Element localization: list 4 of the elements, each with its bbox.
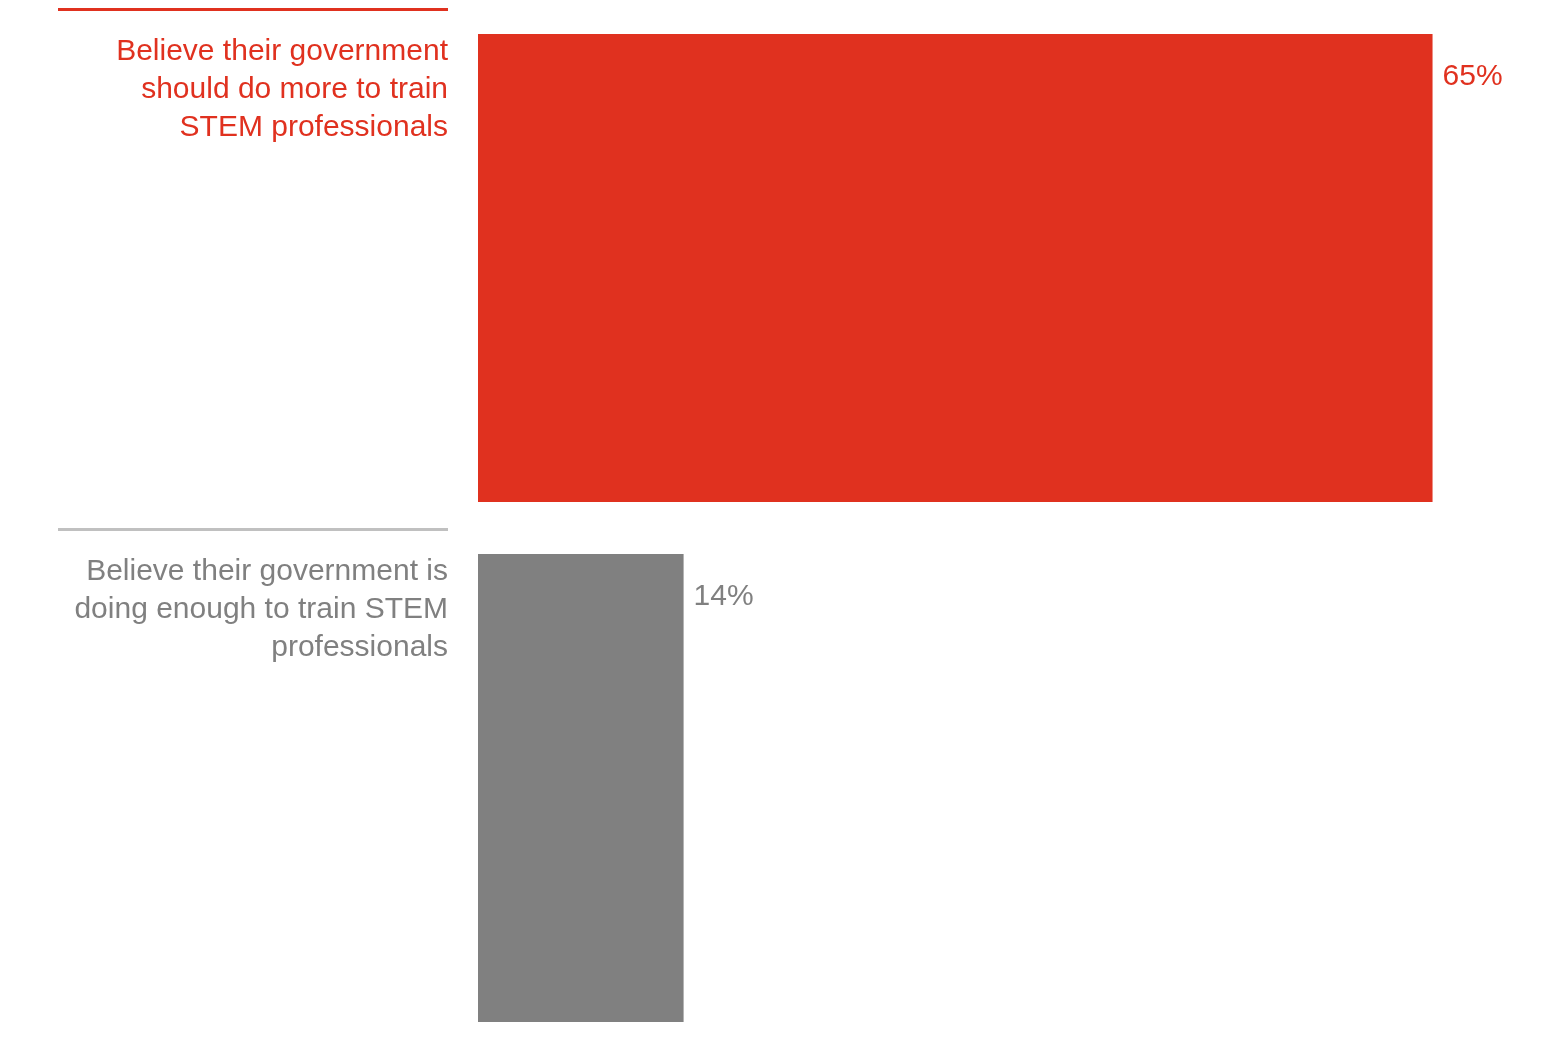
y-tick-label: Believe their government is doing enough to train STEM professionals [73,552,448,664]
y-tick-label: Believe their government should do more to train STEM professionals [115,32,448,144]
data-label: 14% [693,578,754,612]
data-label: 65% [1442,58,1503,92]
